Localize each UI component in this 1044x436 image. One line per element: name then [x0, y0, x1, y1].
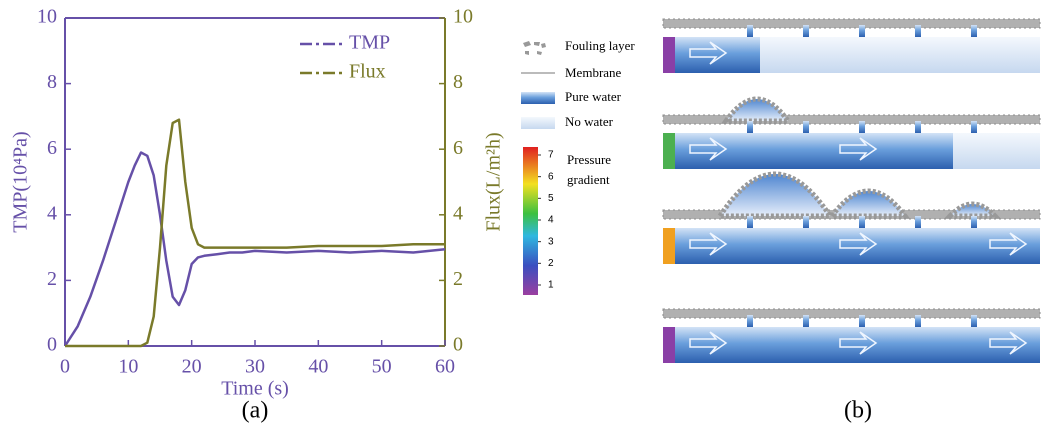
x-tick-label: 40	[308, 356, 328, 378]
y-tick-label: 4	[47, 202, 57, 224]
y-axis-label: TMP(10⁴Pa)	[10, 131, 32, 232]
x-tick-label: 20	[182, 356, 202, 378]
pore	[859, 315, 865, 327]
pipe-water	[663, 133, 953, 169]
pore	[803, 315, 809, 327]
pipe-water	[663, 228, 1040, 264]
pipe-cap	[663, 133, 675, 169]
legend-label: No water	[565, 114, 614, 129]
y2-axis-label: Flux(L/m²h)	[483, 132, 505, 231]
pore	[803, 121, 809, 133]
pipe-cap	[663, 37, 675, 73]
colorbar-tick-label: 7	[548, 150, 554, 161]
pipe-water	[663, 327, 1040, 363]
pipe-cap	[663, 228, 675, 264]
y-tick-label: 0	[47, 334, 57, 356]
colorbar	[523, 147, 538, 295]
pressure-label: Pressure	[567, 152, 611, 167]
flow-arrow	[689, 331, 728, 355]
fouling-layer	[662, 308, 1041, 319]
data-line	[63, 151, 446, 347]
pore	[859, 121, 865, 133]
flow-arrow	[689, 41, 728, 65]
flow-arrow	[839, 232, 878, 256]
x-tick-label: 50	[372, 356, 392, 378]
pore	[747, 121, 753, 133]
pore	[803, 25, 809, 37]
colorbar-tick-label: 6	[548, 171, 554, 182]
flow-arrow	[989, 232, 1028, 256]
y2-tick-label: 10	[453, 6, 473, 28]
data-line	[65, 118, 445, 348]
pore	[971, 25, 977, 37]
fouling-dome	[827, 188, 910, 219]
pore	[971, 315, 977, 327]
x-axis-label: Time (s)	[221, 378, 289, 400]
legend-label: Fouling layer	[565, 38, 635, 53]
flow-arrow	[689, 137, 728, 161]
pore	[747, 216, 753, 228]
pore	[859, 25, 865, 37]
colorbar-tick-label: 2	[548, 258, 554, 269]
x-tick-label: 10	[118, 356, 138, 378]
pore	[971, 121, 977, 133]
panel-label: (a)	[242, 398, 269, 424]
fouling-icon	[523, 41, 546, 55]
pore	[971, 216, 977, 228]
pore	[803, 216, 809, 228]
pure-water-icon	[521, 92, 555, 104]
colorbar-tick-label: 1	[548, 280, 554, 291]
colorbar-tick-label: 5	[548, 193, 554, 204]
legend-label: Flux	[349, 61, 386, 83]
panel-label: (b)	[844, 398, 872, 424]
y-tick-label: 2	[47, 268, 57, 290]
fouling-dome	[944, 201, 1001, 219]
pressure-label: gradient	[567, 172, 610, 187]
flow-arrow	[989, 331, 1028, 355]
y-tick-label: 10	[37, 6, 57, 28]
y2-tick-label: 8	[453, 71, 463, 93]
y2-tick-label: 0	[453, 334, 463, 356]
x-tick-label: 60	[435, 356, 455, 378]
legend-label: TMP	[349, 32, 390, 54]
y-tick-label: 8	[47, 71, 57, 93]
legend-label: Membrane	[565, 65, 622, 80]
flow-arrow	[689, 232, 728, 256]
pipe-cap	[663, 327, 675, 363]
flow-arrow	[839, 331, 878, 355]
diagram-b: Fouling layer Membrane Pure water No wat…	[521, 18, 1041, 424]
pore	[915, 25, 921, 37]
flow-arrow	[839, 137, 878, 161]
y2-tick-label: 4	[453, 202, 463, 224]
pore	[747, 25, 753, 37]
y2-tick-label: 2	[453, 268, 463, 290]
pore	[915, 315, 921, 327]
colorbar-tick-label: 3	[548, 236, 554, 247]
pore	[859, 216, 865, 228]
y2-tick-label: 6	[453, 137, 463, 159]
fouling-dome	[721, 96, 793, 124]
x-tick-label: 30	[245, 356, 265, 378]
legend-label: Pure water	[565, 89, 622, 104]
fouling-layer	[662, 114, 1041, 125]
pore	[915, 216, 921, 228]
pore	[915, 121, 921, 133]
no-water-icon	[521, 117, 555, 129]
y-tick-label: 6	[47, 137, 57, 159]
fouling-layer	[662, 18, 1041, 29]
fouling-dome	[715, 171, 835, 219]
colorbar-tick-label: 4	[548, 215, 554, 226]
x-tick-label: 0	[60, 356, 70, 378]
pore	[747, 315, 753, 327]
